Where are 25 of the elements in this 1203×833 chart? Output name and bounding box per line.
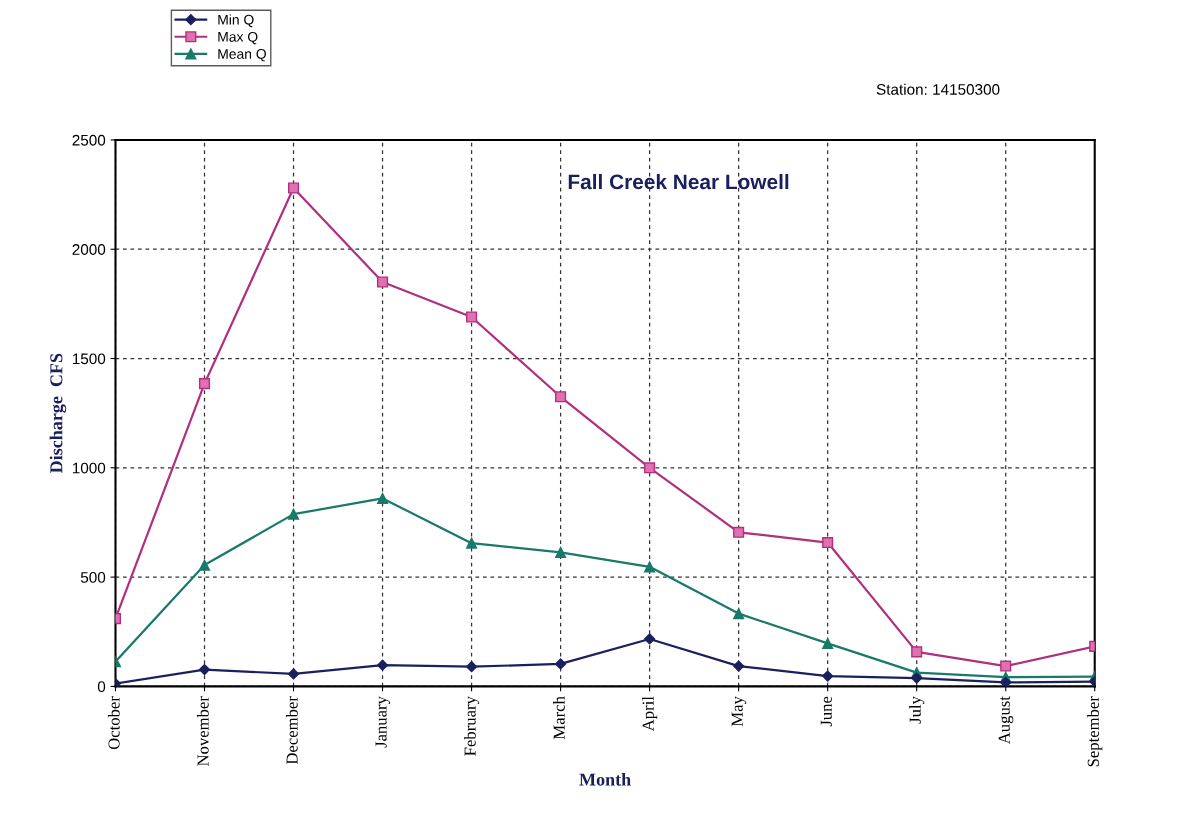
text: Station: 14150300	[876, 83, 1000, 95]
y-tick-label: 1500	[72, 353, 106, 365]
x-tick-label: September	[1087, 696, 1103, 767]
legend-label: Min Q	[218, 14, 254, 28]
legend-label: Mean Q	[218, 49, 266, 62]
x-tick-label: December	[285, 696, 298, 765]
text: Fall Creek Near Lowell	[568, 173, 789, 190]
x-tick-label: March	[553, 696, 565, 740]
legend-label: Max Q	[218, 31, 258, 45]
y-axis-title: Discharge CFS	[49, 353, 67, 474]
y-tick-label: 1000	[72, 462, 106, 474]
x-tick-label: October	[107, 696, 120, 750]
y-tick-label: 2500	[72, 134, 106, 146]
y-tick-label: 500	[80, 571, 106, 583]
x-tick-label: June	[820, 696, 832, 727]
x-tick-label: January	[375, 696, 391, 748]
x-tick-label: November	[196, 696, 209, 766]
y-tick-label: 0	[97, 681, 106, 693]
x-tick-label: August	[998, 696, 1014, 745]
x-tick-label: April	[642, 696, 658, 732]
x-tick-label: May	[731, 696, 747, 727]
x-tick-label: February	[464, 696, 480, 756]
x-tick-label: July	[909, 696, 925, 724]
x-axis-title: Month	[579, 772, 631, 786]
y-tick-label: 2000	[72, 244, 106, 255]
